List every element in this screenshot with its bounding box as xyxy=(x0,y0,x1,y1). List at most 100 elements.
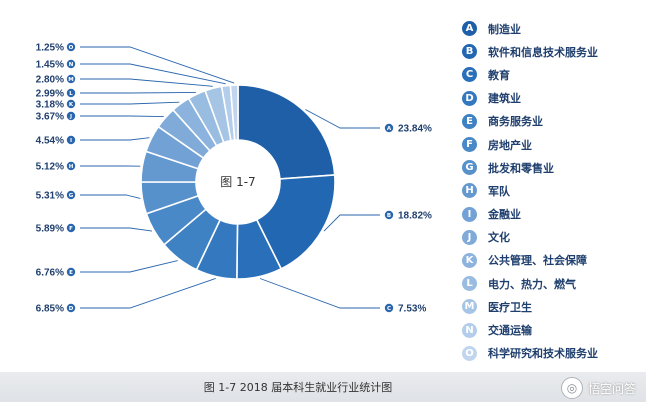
legend-badge-icon: I xyxy=(462,206,477,222)
legend-item-a: A 制造业 xyxy=(462,17,642,40)
watermark-text: 悟空问答 xyxy=(587,381,636,396)
legend-item-f: F 房地产业 xyxy=(462,133,642,156)
legend-badge-icon: N xyxy=(462,322,477,338)
label-badge-letter: N xyxy=(69,62,74,68)
leader-line-k xyxy=(80,101,180,105)
label-badge-i xyxy=(66,135,76,145)
legend-badge-icon: A xyxy=(462,21,477,37)
data-label-d: 6.85% xyxy=(36,304,64,315)
leader-line-a xyxy=(305,109,380,129)
legend-item-b: B 软件和信息技术服务业 xyxy=(462,40,642,63)
label-badge-letter: F xyxy=(69,226,73,232)
legend-badge-icon: K xyxy=(462,252,477,268)
legend-badge-icon: E xyxy=(462,113,477,129)
donut-hole xyxy=(197,141,279,223)
legend-item-e: E 商务服务业 xyxy=(462,110,642,133)
leader-line-d xyxy=(80,278,216,309)
legend-badge-icon: M xyxy=(462,299,477,315)
legend-label: 军队 xyxy=(488,184,510,198)
legend-item-o: O 科学研究和技术服务业 xyxy=(462,342,642,365)
legend-label: 制造业 xyxy=(488,22,521,36)
data-label-k: 3.18% xyxy=(36,100,64,111)
slice-o xyxy=(229,84,239,141)
leader-line-n xyxy=(80,63,226,85)
legend-badge-icon: C xyxy=(462,67,477,83)
label-badge-b xyxy=(384,210,394,220)
label-badge-c xyxy=(384,303,394,313)
label-badge-letter: B xyxy=(387,213,391,219)
label-badge-o xyxy=(66,42,76,52)
data-label-i: 4.54% xyxy=(36,136,64,147)
legend-item-j: J 文化 xyxy=(462,226,642,249)
legend-badge-icon: F xyxy=(462,137,477,153)
label-badge-letter: A xyxy=(387,126,392,132)
data-label-j: 3.67% xyxy=(36,112,64,123)
legend-item-i: I 金融业 xyxy=(462,203,642,226)
legend-item-h: H 军队 xyxy=(462,179,642,202)
label-badge-letter: G xyxy=(69,193,74,199)
label-badge-letter: E xyxy=(69,270,73,276)
legend-label: 电力、热力、燃气 xyxy=(488,277,576,291)
legend-label: 交通运输 xyxy=(488,324,532,338)
legend-item-g: G 批发和零售业 xyxy=(462,156,642,179)
figure-caption: 图 1-7 2018 届本科生就业行业统计图 xyxy=(203,381,393,394)
label-badge-m xyxy=(66,74,76,84)
legend-label: 医疗卫生 xyxy=(488,300,532,314)
data-label-f: 5.89% xyxy=(36,224,64,235)
center-label: 图 1-7 xyxy=(220,175,255,189)
legend-label: 房地产业 xyxy=(488,138,532,152)
legend-badge-icon: G xyxy=(462,160,477,176)
legend-label: 建筑业 xyxy=(488,92,521,106)
label-badge-letter: K xyxy=(69,102,74,108)
data-label-l: 2.99% xyxy=(36,89,64,100)
leader-line-m xyxy=(80,78,213,87)
label-badge-h xyxy=(66,161,76,171)
data-label-o: 1.25% xyxy=(36,43,64,54)
caption-bar: 图 1-7 2018 届本科生就业行业统计图 xyxy=(0,372,646,402)
label-badge-letter: I xyxy=(70,138,72,144)
label-badge-letter: L xyxy=(69,91,73,97)
donut-chart: 图 1-7 A 23.84% B 18.82% C 7.53% D 6.85% E 6.76% F 5.… xyxy=(36,42,432,315)
label-badge-letter: O xyxy=(69,45,74,51)
leader-line-e xyxy=(80,260,178,273)
label-badge-f xyxy=(66,223,76,233)
label-badge-l xyxy=(66,88,76,98)
label-badge-letter: J xyxy=(69,114,72,120)
leader-line-j xyxy=(80,115,164,118)
leader-line-i xyxy=(80,137,150,141)
label-badge-k xyxy=(66,99,76,109)
legend-item-n: N 交通运输 xyxy=(462,318,642,341)
legend-item-m: M 医疗卫生 xyxy=(462,295,642,318)
legend-label: 公共管理、社会保障 xyxy=(488,254,587,268)
legend-item-d: D 建筑业 xyxy=(462,87,642,110)
label-badge-g xyxy=(66,190,76,200)
legend-badge-icon: O xyxy=(462,345,477,361)
legend-label: 商务服务业 xyxy=(488,115,543,129)
legend-badge-icon: J xyxy=(462,229,477,245)
data-label-c: 7.53% xyxy=(398,304,426,315)
leader-line-f xyxy=(80,227,153,232)
legend-item-c: C 教育 xyxy=(462,63,642,86)
legend-badge-icon: B xyxy=(462,44,477,60)
legend-label: 教育 xyxy=(488,68,510,82)
label-badge-n xyxy=(66,59,76,69)
legend-label: 软件和信息技术服务业 xyxy=(488,45,598,59)
label-badge-d xyxy=(66,303,76,313)
wukong-logo-icon: ◎ xyxy=(560,377,583,399)
label-badge-e xyxy=(66,267,76,277)
label-badge-letter: M xyxy=(68,77,73,83)
legend-label: 金融业 xyxy=(488,208,521,222)
legend-label: 批发和零售业 xyxy=(488,161,554,175)
legend-label: 文化 xyxy=(488,231,510,245)
label-badge-j xyxy=(66,111,76,121)
legend-badge-icon: H xyxy=(462,183,477,199)
data-label-h: 5.12% xyxy=(36,162,64,173)
legend-badge-icon: D xyxy=(462,90,477,106)
data-label-m: 2.80% xyxy=(36,75,64,86)
label-badge-letter: D xyxy=(69,306,74,312)
data-label-a: 23.84% xyxy=(398,124,432,135)
data-label-n: 1.45% xyxy=(36,60,64,71)
leader-line-b xyxy=(323,214,380,232)
label-badge-letter: H xyxy=(69,164,74,170)
data-label-b: 18.82% xyxy=(398,211,432,222)
